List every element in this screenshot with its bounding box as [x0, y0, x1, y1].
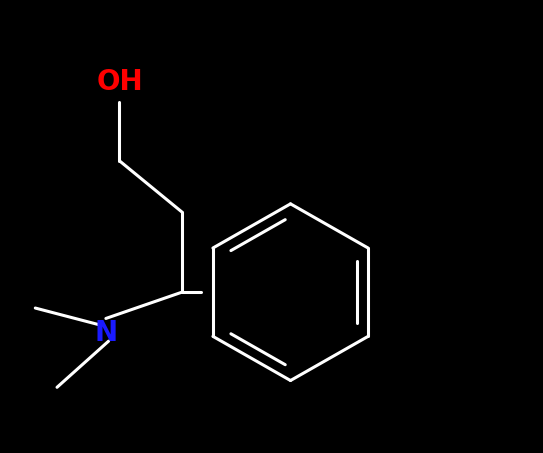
Text: N: N [94, 319, 117, 347]
Text: OH: OH [96, 67, 143, 96]
